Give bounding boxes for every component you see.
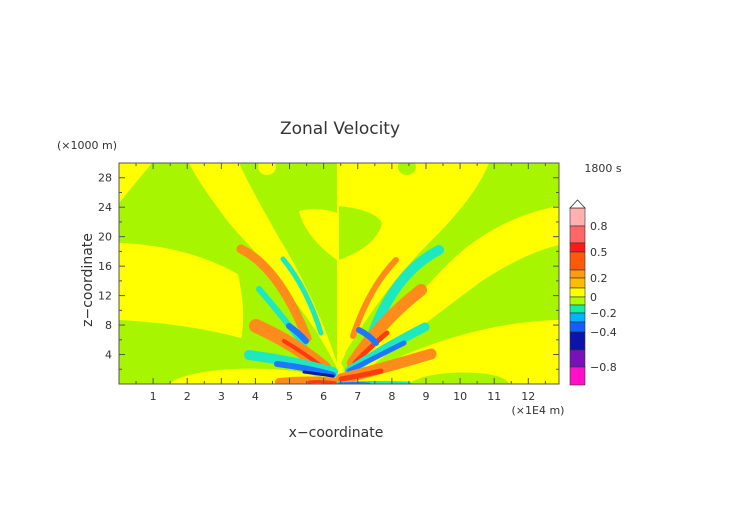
contour-lobe-negative: [280, 256, 324, 336]
colorbar: 0.8 0.5 0.2 0 −0.2 −0.4 −0.8: [569, 199, 617, 386]
contour-lobe-negative: [256, 286, 307, 348]
y-tick-label: 24: [98, 201, 112, 214]
contour-lobe-negative: [286, 323, 309, 344]
contour-band-negative: [364, 245, 559, 373]
contour-band-negative: [119, 320, 329, 384]
contour-band-negative: [229, 243, 337, 378]
x-tick-label: 6: [320, 390, 327, 403]
x-tick-label: 8: [388, 390, 395, 403]
contour-lobe-positive: [347, 284, 427, 369]
time-label: 1800 s: [584, 162, 621, 175]
x-tick-label: 2: [184, 390, 191, 403]
contour-lobe-positive: [236, 244, 312, 343]
y-tick-label: 12: [98, 290, 112, 303]
colorbar-segment: [569, 304, 586, 314]
colorbar-segment: [569, 321, 586, 333]
colorbar-segment: [569, 287, 586, 298]
contour-lobe-negative: [346, 340, 407, 374]
colorbar-label: 0.5: [590, 246, 608, 259]
colorbar-label: −0.8: [590, 361, 617, 374]
x-unit-label: (×1E4 m): [512, 404, 565, 417]
contour-band-negative: [398, 163, 416, 175]
y-axis-label: z−coordinate: [80, 233, 96, 327]
x-tick-label: 7: [354, 390, 361, 403]
contour-lobe-negative: [274, 361, 336, 378]
y-tick-label: 20: [98, 231, 112, 244]
colorbar-label: −0.2: [590, 307, 617, 320]
colorbar-label: −0.4: [590, 326, 617, 339]
contour-band-negative: [119, 163, 314, 343]
y-tick-label: 4: [105, 349, 112, 362]
contour-band-positive: [299, 209, 337, 260]
x-axis-label: x−coordinate: [289, 425, 384, 441]
y-tick-label: 8: [105, 319, 112, 332]
colorbar-label: 0.2: [590, 272, 608, 285]
x-tick-label: 5: [286, 390, 293, 403]
colorbar-extend-arrow: [569, 199, 586, 209]
colorbar-segment: [569, 296, 586, 306]
colorbar-segment: [569, 366, 586, 386]
colorbar-segment: [569, 331, 586, 351]
colorbar-segment: [569, 207, 586, 227]
y-tick-label: 28: [98, 172, 112, 185]
x-tick-label: 9: [422, 390, 429, 403]
colorbar-segment: [569, 349, 586, 368]
x-tick-label: 12: [521, 390, 535, 403]
contour-band-positive: [258, 163, 276, 175]
colorbar-segment: [569, 251, 586, 271]
x-tick-label: 11: [487, 390, 501, 403]
x-tick-label: 10: [453, 390, 467, 403]
contour-lobe-positive: [338, 368, 384, 382]
chart-title: Zonal Velocity: [280, 119, 400, 139]
y-tick-label: 16: [98, 260, 112, 273]
x-tick-label: 3: [218, 390, 225, 403]
contour-lobe-positive: [350, 257, 399, 339]
plot-frame: [118, 162, 560, 385]
contour-lobe-negative: [302, 370, 335, 378]
contour-lobe-negative: [356, 327, 379, 346]
colorbar-segment: [569, 277, 586, 289]
contour-band-negative: [409, 372, 509, 384]
colorbar-segment: [569, 312, 586, 323]
x-tick-label: 4: [252, 390, 259, 403]
contour-lobe-positive: [307, 380, 339, 384]
colorbar-segment: [569, 242, 586, 253]
y-unit-label: (×1000 m): [57, 139, 117, 152]
x-tick-label: 1: [150, 390, 157, 403]
colorbar-segment: [569, 225, 586, 244]
colorbar-label: 0.8: [590, 220, 608, 233]
colorbar-segment: [569, 269, 586, 279]
contour-field: [119, 163, 559, 384]
contour-band-negative: [339, 206, 382, 260]
colorbar-label: 0: [590, 291, 597, 304]
